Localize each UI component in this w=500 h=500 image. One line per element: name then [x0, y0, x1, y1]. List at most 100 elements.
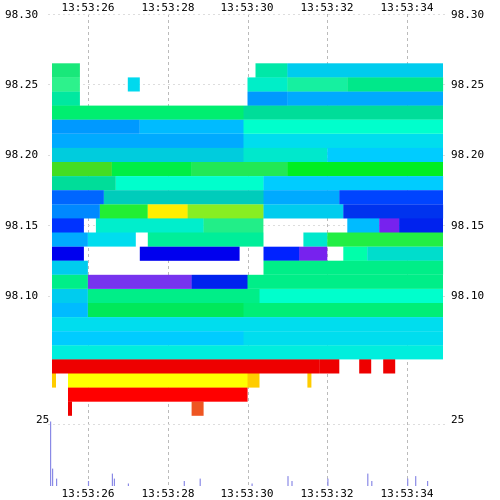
volume-bar-2	[52, 468, 54, 486]
volume-bar-13	[327, 478, 329, 486]
heat-cell-16-0	[52, 289, 88, 304]
heat-cell-9-0	[52, 190, 104, 205]
band-cell-2-2	[359, 359, 372, 374]
y-tick-right-5: 98.10	[451, 289, 484, 302]
heat-cell-12-4	[327, 232, 443, 247]
band-cell-1-0	[52, 345, 443, 360]
axis-labels: 13:53:26 13:53:28 13:53:30 13:53:32 13:5…	[5, 1, 484, 500]
heat-cell-11-1	[95, 218, 204, 233]
volume-tick-left: 25	[36, 413, 49, 426]
x-tick-bottom-3: 13:53:30	[221, 487, 274, 500]
heat-cell-6-2	[327, 147, 443, 162]
band-cell-0-1	[243, 331, 443, 346]
heat-cell-15-2	[191, 274, 248, 289]
heat-cell-13-2	[263, 246, 300, 261]
heat-cell-8-1	[115, 176, 264, 191]
volume-bar-5	[111, 473, 113, 486]
heat-cell-10-3	[187, 204, 264, 219]
heat-cell-7-1	[111, 162, 192, 177]
heat-cell-10-0	[52, 204, 100, 219]
y-tick-left-1: 98.30	[5, 8, 38, 21]
volume-tick-right: 25	[451, 413, 464, 426]
heat-cell-16-1	[87, 289, 260, 304]
heat-cell-13-5	[367, 246, 443, 261]
y-tick-right-1: 98.30	[451, 8, 484, 21]
heat-cell-8-0	[52, 176, 116, 191]
heat-cell-12-3	[303, 232, 328, 247]
y-tick-left-3: 98.20	[5, 148, 38, 161]
heat-cell-0-1	[255, 63, 288, 78]
heat-cell-13-0	[52, 246, 84, 261]
volume-bar-3	[56, 478, 58, 486]
band-cell-3-3	[307, 373, 312, 388]
x-tick-bottom-1: 13:53:26	[62, 487, 115, 500]
x-tick-top-3: 13:53:30	[221, 1, 274, 14]
volume-bar-17	[415, 476, 417, 486]
heat-cell-14-0	[52, 260, 88, 275]
volume-bar-7	[127, 483, 129, 486]
heat-cell-2-0	[52, 91, 80, 106]
heat-cell-12-1	[87, 232, 136, 247]
band-cell-2-0	[52, 359, 320, 374]
y-tick-left-4: 98.15	[5, 219, 38, 232]
band-cell-2-3	[383, 359, 396, 374]
heat-cell-1-3	[287, 77, 348, 92]
heat-cell-4-1	[139, 119, 244, 134]
heat-cell-1-2	[247, 77, 288, 92]
heat-cell-17-1	[87, 303, 244, 318]
heat-cell-13-3	[299, 246, 328, 261]
band-cell-4-0	[68, 387, 248, 402]
volume-bar-6	[113, 478, 115, 486]
volume-bar-8	[183, 481, 185, 486]
y-tick-right-4: 98.15	[451, 219, 484, 232]
band-cell-5-1	[191, 401, 204, 416]
heat-cell-11-0	[52, 218, 84, 233]
heat-cell-1-0	[52, 77, 80, 92]
band-cell-3-1	[68, 373, 248, 388]
heat-cell-17-2	[243, 303, 443, 318]
band-cell-3-0	[52, 373, 56, 388]
volume-bar-15	[371, 481, 373, 486]
heat-cell-0-2	[287, 63, 443, 78]
heat-cell-5-1	[243, 133, 443, 148]
heat-cell-5-0	[52, 133, 244, 148]
heat-cell-13-4	[343, 246, 368, 261]
heat-cell-12-0	[52, 232, 88, 247]
volume-bar-12	[291, 481, 293, 486]
heat-cell-0-0	[52, 63, 80, 78]
heat-cell-16-2	[259, 289, 443, 304]
heat-cell-11-5	[399, 218, 443, 233]
heat-cell-2-2	[287, 91, 443, 106]
volume-bar-11	[287, 476, 289, 486]
band-cell-0-0	[52, 331, 244, 346]
heat-cell-9-1	[103, 190, 264, 205]
volume-bar-4	[87, 481, 90, 486]
heat-cell-9-3	[339, 190, 443, 205]
heat-cell-3-1	[243, 105, 443, 120]
heat-cell-10-4	[263, 204, 344, 219]
heat-cell-10-5	[343, 204, 444, 219]
volume-bar-1	[50, 421, 52, 486]
x-tick-top-1: 13:53:26	[62, 1, 115, 14]
heat-cell-7-2	[191, 162, 288, 177]
x-tick-bottom-2: 13:53:28	[142, 487, 195, 500]
heatmap-cells	[52, 63, 444, 332]
heat-cell-2-1	[247, 91, 288, 106]
heat-cell-1-1	[127, 77, 140, 92]
y-tick-left-5: 98.10	[5, 289, 38, 302]
heat-cell-6-1	[243, 147, 328, 162]
x-tick-top-4: 13:53:32	[301, 1, 354, 14]
heat-cell-10-1	[99, 204, 148, 219]
y-tick-left-2: 98.25	[5, 78, 38, 91]
heat-cell-15-1	[87, 274, 192, 289]
heat-cell-13-1	[139, 246, 240, 261]
lower-bands	[52, 331, 443, 416]
band-cell-2-1	[319, 359, 340, 374]
heat-cell-4-0	[52, 119, 140, 134]
x-tick-top-5: 13:53:34	[381, 1, 434, 14]
heat-cell-7-0	[52, 162, 112, 177]
heat-cell-3-0	[52, 105, 244, 120]
y-tick-right-3: 98.20	[451, 148, 484, 161]
y-tick-right-2: 98.25	[451, 78, 484, 91]
heat-cell-11-3	[347, 218, 380, 233]
